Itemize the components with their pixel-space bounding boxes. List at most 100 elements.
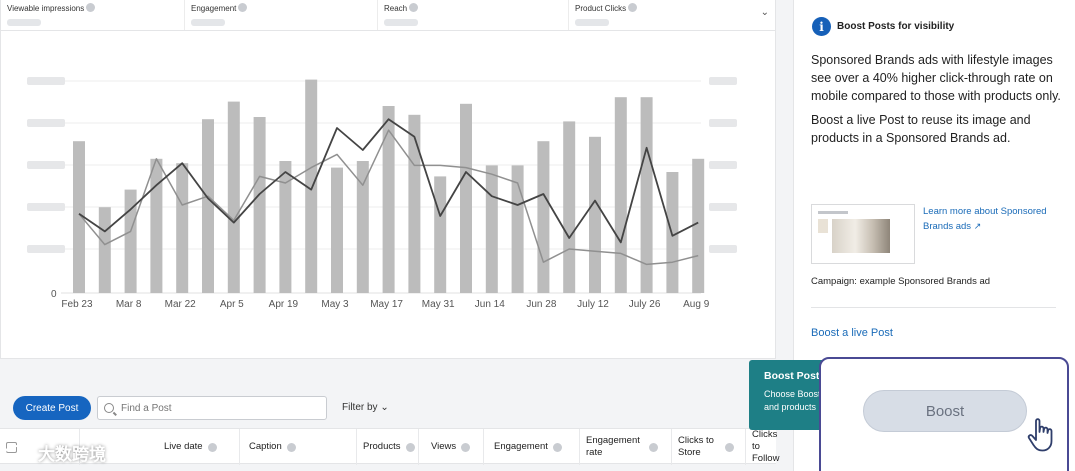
chart-bar xyxy=(98,207,111,293)
info-icon xyxy=(86,3,96,12)
chart-bar xyxy=(331,167,343,293)
metric-label: Product Clicks xyxy=(575,4,627,13)
chart-bar xyxy=(692,158,705,293)
y-axis-label-placeholder xyxy=(709,161,737,169)
chart-bar xyxy=(73,141,85,293)
search-input[interactable] xyxy=(121,402,311,414)
x-tick-label: Mar 22 xyxy=(165,299,197,310)
metric-tab-reach[interactable]: Reach xyxy=(378,0,569,30)
info-icon xyxy=(725,442,734,452)
column-clicks-to-store[interactable]: Clicks to Store xyxy=(672,429,746,465)
chart-bar xyxy=(614,97,627,293)
column-live-date[interactable]: Live date xyxy=(158,429,240,465)
y-axis-label-placeholder xyxy=(709,203,737,211)
chart-bar xyxy=(666,172,679,293)
chart-bar xyxy=(124,189,137,293)
chart-bar xyxy=(176,163,189,293)
table-toolbar: Create Post Filter by ⌄ xyxy=(0,388,776,428)
metric-tab-engagement[interactable]: Engagement xyxy=(185,0,378,30)
chart-bar xyxy=(305,79,318,293)
info-icon xyxy=(405,442,415,452)
chevron-down-icon[interactable]: ⌄ xyxy=(760,7,769,18)
x-tick-label: July 12 xyxy=(577,299,609,310)
chart-bar xyxy=(227,101,240,293)
chart-bar xyxy=(563,121,576,294)
boost-post-tooltip: Boost Post Choose Boost and products xyxy=(749,360,831,430)
column-label: Engagement xyxy=(494,441,548,452)
column-label: Engagement rate xyxy=(586,435,640,458)
boost-popup-highlight: Boost xyxy=(819,357,1069,471)
metric-tab-product-clicks[interactable]: Product Clicks xyxy=(569,0,754,30)
filter-by-dropdown[interactable]: Filter by ⌄ xyxy=(342,402,389,413)
x-tick-label: Mar 8 xyxy=(116,299,142,310)
campaign-label: Campaign: example Sponsored Brands ad xyxy=(811,276,991,287)
learn-more-link[interactable]: Learn more about Sponsored Brands ads ↗ xyxy=(923,205,1063,234)
column-engagement-rate[interactable]: Engagement rate xyxy=(580,429,672,465)
column-label: Caption xyxy=(249,441,282,452)
panel-body: Sponsored Brands ads with lifestyle imag… xyxy=(811,51,1066,153)
watermark-logo-icon xyxy=(4,444,32,461)
chart-bar xyxy=(640,97,653,293)
tooltip-text: Choose Boost and products xyxy=(764,388,831,414)
x-tick-label: Aug 9 xyxy=(683,299,710,310)
learn-more-text[interactable]: Learn more about Sponsored Brands ads xyxy=(923,206,1047,232)
boost-button[interactable]: Boost xyxy=(863,390,1027,432)
info-icon xyxy=(286,442,296,452)
metric-value-placeholder xyxy=(7,19,41,26)
chart-bar xyxy=(460,103,472,293)
info-icon xyxy=(628,3,638,12)
metric-label: Viewable impressions xyxy=(7,4,85,13)
column-caption[interactable]: Caption xyxy=(243,429,357,465)
chart-bar xyxy=(537,141,550,293)
hand-cursor-icon xyxy=(1027,418,1053,452)
series-line-light xyxy=(78,129,699,266)
chart-bar xyxy=(589,136,601,293)
x-tick-label: July 26 xyxy=(629,299,661,310)
posts-table-header: Live date Caption Products Views Engagem… xyxy=(0,428,780,465)
metric-tabs: Viewable impressions Engagement Reach Pr… xyxy=(0,0,776,31)
find-post-field[interactable] xyxy=(97,396,327,420)
info-icon: i xyxy=(812,17,831,36)
y-axis-label-placeholder xyxy=(709,77,737,85)
column-label: Products xyxy=(363,441,401,452)
info-icon xyxy=(207,442,217,452)
y-axis-label-placeholder xyxy=(709,119,737,127)
panel-header: i Boost Posts for visibility xyxy=(812,17,954,36)
column-views[interactable]: Views xyxy=(425,429,484,465)
column-clicks-to-follow[interactable]: Clicks to Follow xyxy=(746,429,780,465)
performance-chart: 0 Feb 23 Mar 8 Mar 22 Apr 5 Apr 19 May 3 May 17… xyxy=(27,77,737,310)
y-axis-label-placeholder xyxy=(27,245,65,253)
lifestyle-image xyxy=(832,219,890,253)
x-tick-label: Apr 19 xyxy=(269,299,299,310)
column-products[interactable]: Products xyxy=(357,429,419,465)
x-tick-label: May 3 xyxy=(321,299,349,310)
ad-preview-thumbnail xyxy=(811,204,915,264)
column-label: Clicks to Follow xyxy=(752,429,780,464)
external-link-icon: ↗ xyxy=(973,221,982,231)
column-engagement[interactable]: Engagement xyxy=(488,429,580,465)
metric-tab-impressions[interactable]: Viewable impressions xyxy=(1,0,185,30)
chart-bar xyxy=(202,119,214,293)
metric-label: Engagement xyxy=(191,4,237,13)
y-axis-label-placeholder xyxy=(27,203,65,211)
chart-bar xyxy=(150,158,163,293)
y-zero-label: 0 xyxy=(51,289,57,300)
y-axis-label-placeholder xyxy=(27,161,65,169)
divider xyxy=(811,307,1056,308)
watermark: 大数跨境 xyxy=(4,440,106,465)
create-post-button[interactable]: Create Post xyxy=(13,396,91,420)
chart-bar xyxy=(434,176,447,293)
chart-bar xyxy=(485,165,498,293)
column-label: Live date xyxy=(164,441,203,452)
boost-live-post-link[interactable]: Boost a live Post xyxy=(811,327,893,339)
panel-title: Boost Posts for visibility xyxy=(837,21,955,32)
metric-value-placeholder xyxy=(384,19,418,26)
y-axis-label-placeholder xyxy=(709,245,737,253)
y-axis-label-placeholder xyxy=(27,119,65,127)
chart-bar xyxy=(382,106,395,293)
x-tick-label: Apr 5 xyxy=(220,299,244,310)
metric-value-placeholder xyxy=(191,19,225,26)
search-icon xyxy=(104,403,114,413)
tooltip-line: and products xyxy=(764,402,817,412)
